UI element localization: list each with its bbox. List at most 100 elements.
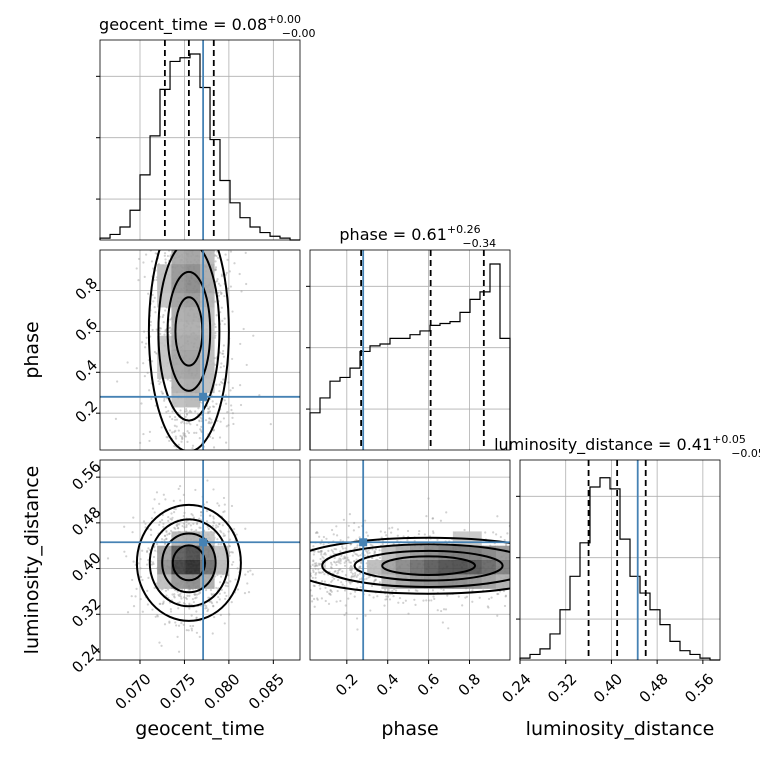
sample-point <box>333 560 336 564</box>
sample-point <box>205 606 208 609</box>
sample-point <box>212 515 215 518</box>
sample-point <box>195 610 198 613</box>
sample-point <box>168 429 172 432</box>
sample-point <box>225 425 228 428</box>
sample-point <box>153 511 156 514</box>
panel-frame-geocent_time-luminosity_distance <box>99 459 301 661</box>
sample-point <box>164 309 167 312</box>
sample-point <box>311 576 314 579</box>
sample-point <box>206 407 210 410</box>
sample-point <box>139 575 143 579</box>
sample-point <box>161 392 164 395</box>
sample-point <box>168 620 171 623</box>
sample-point <box>185 524 188 527</box>
sample-point <box>141 549 144 552</box>
sample-point <box>360 562 363 565</box>
sample-point <box>215 280 219 283</box>
sample-point <box>187 588 190 591</box>
sample-point <box>172 499 175 503</box>
sample-point <box>324 551 327 555</box>
sample-point <box>186 594 189 597</box>
sample-point <box>208 417 211 420</box>
sample-point <box>220 362 223 365</box>
sample-point <box>324 586 327 590</box>
sample-point <box>215 586 218 590</box>
sample-point <box>157 380 160 383</box>
sample-point <box>179 485 182 488</box>
sample-point <box>172 511 176 514</box>
density-cell <box>410 560 425 575</box>
sample-point <box>180 597 183 600</box>
sample-point <box>359 586 362 589</box>
sample-point <box>216 538 219 541</box>
title-geocent_time: geocent_time = 0.08+0.00 −0.00 <box>99 13 315 40</box>
sample-point <box>214 260 217 263</box>
sample-point <box>335 525 338 528</box>
sample-point <box>351 566 354 569</box>
sample-point <box>211 437 214 440</box>
sample-point <box>322 535 325 539</box>
sample-point <box>166 533 169 536</box>
sample-point <box>316 531 319 534</box>
sample-point <box>352 560 356 563</box>
sample-point <box>418 530 421 533</box>
sample-point <box>193 593 197 596</box>
sample-point <box>169 254 172 257</box>
sample-point <box>217 282 220 285</box>
sample-point <box>239 342 242 346</box>
sample-point <box>207 411 210 415</box>
sample-point <box>427 599 431 602</box>
sample-point <box>185 422 189 425</box>
sample-point <box>197 407 200 410</box>
sample-point <box>200 511 203 514</box>
sample-point <box>396 528 400 531</box>
sample-point <box>504 594 508 597</box>
sample-point <box>155 491 159 494</box>
sample-point <box>123 550 126 553</box>
sample-point <box>329 593 332 596</box>
sample-point <box>487 606 490 609</box>
sample-point <box>210 600 213 603</box>
sample-point <box>344 557 347 560</box>
sample-point <box>374 578 378 581</box>
x-axis-label-geocent_time: geocent_time <box>135 718 264 740</box>
sample-point <box>195 616 198 619</box>
sample-point <box>310 565 312 568</box>
sample-point <box>331 575 334 579</box>
x-tick-label-geocent_time: 0.075 <box>156 670 199 713</box>
sample-point <box>189 624 192 628</box>
sample-point <box>165 594 168 597</box>
sample-point <box>215 383 218 386</box>
sample-point <box>182 493 185 496</box>
sample-point <box>173 430 176 433</box>
sample-point <box>188 607 191 610</box>
sample-point <box>162 522 165 525</box>
sample-point <box>353 547 356 550</box>
sample-point <box>336 572 339 575</box>
density-cell <box>171 335 187 351</box>
sample-point <box>238 272 241 276</box>
sample-point <box>183 432 186 435</box>
sample-point <box>189 423 192 426</box>
sample-point <box>337 561 341 564</box>
sample-point <box>318 535 321 538</box>
sample-point <box>431 517 434 520</box>
sample-point <box>169 610 173 613</box>
sample-point <box>327 602 331 605</box>
sample-point <box>164 589 168 592</box>
sample-point <box>125 555 128 558</box>
sample-point <box>354 552 357 556</box>
sample-point <box>145 550 149 554</box>
sample-point <box>387 595 390 598</box>
sample-point <box>339 558 342 561</box>
sample-point <box>135 587 138 590</box>
sample-point <box>222 378 225 381</box>
title-sub: −0.00 <box>282 27 316 40</box>
sample-point <box>224 394 227 397</box>
sample-point <box>463 528 466 532</box>
sample-point <box>191 444 195 447</box>
sample-point <box>222 355 226 358</box>
sample-point <box>471 600 474 603</box>
sample-point <box>231 386 234 390</box>
sample-point <box>231 412 234 415</box>
